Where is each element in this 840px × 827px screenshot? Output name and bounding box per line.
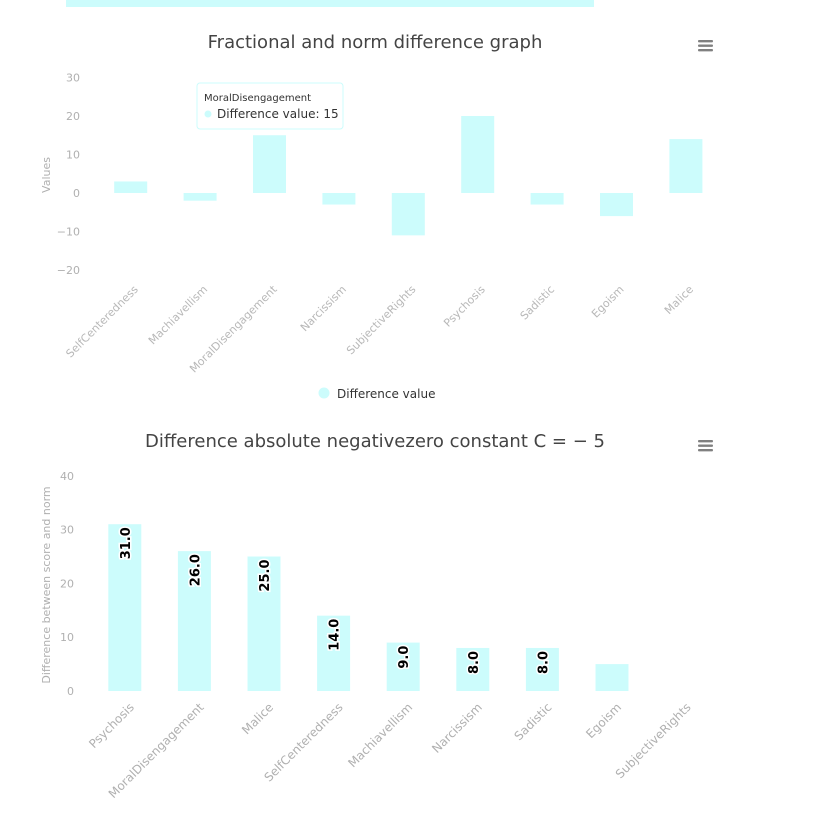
y-tick-label: −20 [57, 264, 80, 277]
x-category-label: Machiavellism [345, 700, 415, 770]
bar-machiavellism[interactable] [386, 642, 420, 691]
chart1-tooltip: MoralDisengagement Difference value: 15 [196, 82, 344, 130]
bar-moraldisengagement[interactable] [253, 135, 286, 193]
bar-selfcenteredness[interactable] [114, 181, 148, 193]
chart1-menu-button[interactable] [698, 39, 714, 52]
bar-malice[interactable] [247, 556, 281, 692]
y-tick-label: 0 [73, 187, 80, 200]
x-category-label: Narcissism [298, 283, 349, 334]
x-category-label: SubjectiveRights [344, 283, 419, 358]
y-tick-label: 0 [67, 685, 74, 698]
y-tick-label: 10 [60, 631, 74, 644]
bar-subjectiverights[interactable] [391, 193, 425, 236]
bar-narcissism[interactable] [456, 647, 490, 691]
y-tick-label: 20 [66, 110, 80, 123]
x-category-label: Sadistic [518, 283, 558, 323]
x-category-label: Egoism [589, 283, 627, 321]
bar-sadistic[interactable] [530, 193, 564, 205]
y-tick-label: 30 [66, 72, 80, 85]
legend-label: Difference value [337, 387, 435, 401]
bar-moraldisengagement[interactable] [177, 551, 211, 691]
data-label: 9.0 [397, 646, 412, 669]
bar-sadistic[interactable] [525, 647, 559, 691]
x-category-label: Narcissism [429, 700, 485, 756]
bar-malice[interactable] [669, 139, 703, 193]
x-category-label: SelfCenteredness [261, 700, 345, 784]
chart1-title: Fractional and norm difference graph [208, 32, 543, 53]
y-tick-label: 20 [60, 577, 74, 590]
data-label: 14.0 [328, 619, 343, 651]
x-category-label: Psychosis [441, 283, 488, 330]
data-label: 26.0 [188, 554, 203, 586]
x-category-label: Machiavellism [146, 283, 210, 347]
bar-machiavellism[interactable] [183, 193, 217, 201]
chart1-tooltip-box [196, 82, 344, 130]
chart1-y-axis-title: Values [40, 157, 53, 193]
chart1-tooltip-value: Difference value: 15 [217, 107, 339, 121]
chart2-menu-button[interactable] [698, 439, 714, 452]
bar-egoism[interactable] [595, 664, 629, 691]
data-label: 8.0 [536, 651, 551, 674]
data-label: 25.0 [258, 560, 273, 592]
top-decorative-band [66, 0, 594, 7]
legend-marker [318, 387, 330, 399]
x-category-label: SelfCenteredness [63, 283, 141, 361]
data-label: 8.0 [467, 651, 482, 674]
x-category-label: Egoism [583, 700, 624, 741]
x-category-label: SubjectiveRights [613, 700, 694, 781]
y-tick-label: 10 [66, 149, 80, 162]
y-tick-label: 40 [60, 470, 74, 483]
chart1-tooltip-category: MoralDisengagement [204, 93, 311, 104]
chart1-tooltip-marker [204, 110, 212, 118]
chart-difference-absolute: Difference absolute negativezero constan… [40, 431, 714, 801]
bar-selfcenteredness[interactable] [317, 615, 351, 691]
y-tick-label: 30 [60, 524, 74, 537]
x-category-label: Malice [239, 700, 276, 737]
bar-egoism[interactable] [600, 193, 633, 217]
x-category-label: Sadistic [512, 700, 555, 743]
chart1-legend[interactable]: Difference value [318, 387, 436, 401]
bar-narcissism[interactable] [322, 193, 356, 205]
chart-fractional-norm-difference: Fractional and norm difference graph Val… [40, 32, 714, 401]
bar-psychosis[interactable] [461, 116, 495, 193]
y-tick-label: −10 [57, 226, 80, 239]
data-label: 31.0 [119, 527, 134, 559]
x-category-label: Malice [662, 283, 696, 317]
x-category-label: Psychosis [86, 700, 137, 751]
chart2-y-axis-title: Difference between score and norm [40, 486, 53, 683]
bar-psychosis[interactable] [108, 524, 142, 691]
chart2-title: Difference absolute negativezero constan… [145, 431, 605, 452]
